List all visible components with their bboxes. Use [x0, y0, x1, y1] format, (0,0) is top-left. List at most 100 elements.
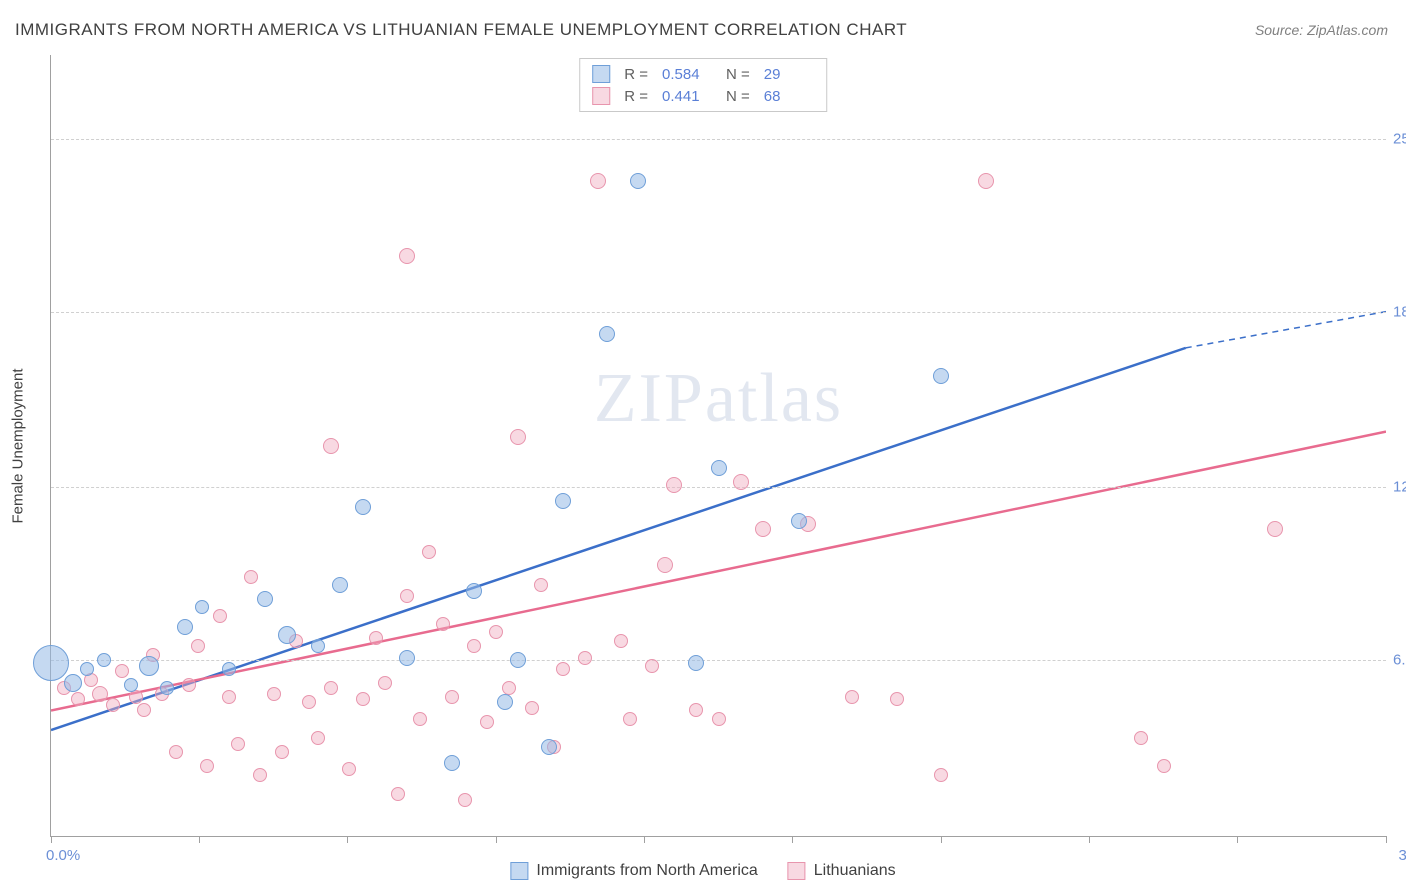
- watermark-text-b: atlas: [705, 360, 843, 437]
- data-point-pink: [378, 676, 392, 690]
- data-point-pink: [391, 787, 405, 801]
- x-tick-mark: [941, 836, 942, 843]
- data-point-pink: [934, 768, 948, 782]
- data-point-pink: [467, 639, 481, 653]
- n-value-blue: 29: [764, 66, 814, 83]
- data-point-blue: [933, 368, 949, 384]
- data-point-blue: [688, 655, 704, 671]
- data-point-blue: [555, 493, 571, 509]
- data-point-pink: [890, 692, 904, 706]
- legend-item-pink: Lithuanians: [788, 862, 896, 880]
- data-point-pink: [222, 690, 236, 704]
- data-point-pink: [311, 731, 325, 745]
- x-tick-mark: [51, 836, 52, 843]
- data-point-pink: [480, 715, 494, 729]
- x-tick-mark: [792, 836, 793, 843]
- data-point-blue: [355, 499, 371, 515]
- n-label: N =: [726, 88, 750, 105]
- swatch-blue: [510, 862, 528, 880]
- gridline-h: [51, 312, 1386, 313]
- y-tick-label: 25.0%: [1393, 130, 1406, 147]
- x-tick-mark: [1237, 836, 1238, 843]
- data-point-pink: [1157, 759, 1171, 773]
- data-point-blue: [278, 626, 296, 644]
- data-point-pink: [169, 745, 183, 759]
- data-point-pink: [733, 474, 749, 490]
- data-point-pink: [324, 681, 338, 695]
- data-point-pink: [191, 639, 205, 653]
- data-point-blue: [399, 650, 415, 666]
- data-point-pink: [689, 703, 703, 717]
- data-point-pink: [213, 609, 227, 623]
- source-attribution: Source: ZipAtlas.com: [1255, 22, 1388, 38]
- data-point-blue: [80, 662, 94, 676]
- data-point-pink: [489, 625, 503, 639]
- gridline-h: [51, 139, 1386, 140]
- data-point-blue: [97, 653, 111, 667]
- x-tick-label-min: 0.0%: [46, 847, 80, 864]
- series-name-blue: Immigrants from North America: [536, 862, 757, 880]
- data-point-pink: [712, 712, 726, 726]
- data-point-blue: [332, 577, 348, 593]
- data-point-blue: [33, 645, 69, 681]
- data-point-blue: [791, 513, 807, 529]
- data-point-pink: [399, 248, 415, 264]
- data-point-pink: [534, 578, 548, 592]
- swatch-pink: [592, 87, 610, 105]
- data-point-pink: [413, 712, 427, 726]
- y-tick-label: 18.8%: [1393, 303, 1406, 320]
- data-point-blue: [64, 674, 82, 692]
- data-point-pink: [342, 762, 356, 776]
- data-point-pink: [267, 687, 281, 701]
- data-point-pink: [106, 698, 120, 712]
- swatch-blue: [592, 65, 610, 83]
- gridline-h: [51, 487, 1386, 488]
- watermark: ZIPatlas: [594, 359, 843, 439]
- correlation-legend: R = 0.584 N = 29 R = 0.441 N = 68: [579, 58, 827, 112]
- legend-item-blue: Immigrants from North America: [510, 862, 757, 880]
- data-point-pink: [436, 617, 450, 631]
- data-point-blue: [257, 591, 273, 607]
- data-point-pink: [369, 631, 383, 645]
- r-label: R =: [624, 88, 648, 105]
- data-point-pink: [578, 651, 592, 665]
- r-label: R =: [624, 66, 648, 83]
- data-point-pink: [502, 681, 516, 695]
- data-point-blue: [630, 173, 646, 189]
- data-point-blue: [599, 326, 615, 342]
- data-point-pink: [71, 692, 85, 706]
- watermark-text-a: ZIP: [594, 360, 705, 437]
- data-point-pink: [115, 664, 129, 678]
- data-point-pink: [755, 521, 771, 537]
- x-tick-mark: [1089, 836, 1090, 843]
- data-point-pink: [645, 659, 659, 673]
- data-point-pink: [845, 690, 859, 704]
- x-tick-mark: [1386, 836, 1387, 843]
- data-point-pink: [244, 570, 258, 584]
- r-value-pink: 0.441: [662, 88, 712, 105]
- n-value-pink: 68: [764, 88, 814, 105]
- data-point-blue: [497, 694, 513, 710]
- trend-line-extrapolated-blue: [1186, 312, 1386, 348]
- data-point-pink: [623, 712, 637, 726]
- data-point-pink: [356, 692, 370, 706]
- data-point-blue: [222, 662, 236, 676]
- y-tick-label: 6.3%: [1393, 652, 1406, 669]
- data-point-blue: [195, 600, 209, 614]
- x-tick-mark: [644, 836, 645, 843]
- data-point-blue: [711, 460, 727, 476]
- data-point-blue: [510, 652, 526, 668]
- x-tick-mark: [199, 836, 200, 843]
- data-point-pink: [458, 793, 472, 807]
- data-point-blue: [177, 619, 193, 635]
- chart-plot-area: ZIPatlas 6.3%12.5%18.8%25.0%0.0%30.0%: [50, 55, 1386, 837]
- data-point-blue: [311, 639, 325, 653]
- data-point-pink: [92, 686, 108, 702]
- data-point-pink: [323, 438, 339, 454]
- data-point-pink: [231, 737, 245, 751]
- y-axis-label: Female Unemployment: [10, 368, 27, 523]
- data-point-pink: [590, 173, 606, 189]
- x-tick-mark: [347, 836, 348, 843]
- series-legend: Immigrants from North America Lithuanian…: [510, 862, 895, 880]
- data-point-pink: [137, 703, 151, 717]
